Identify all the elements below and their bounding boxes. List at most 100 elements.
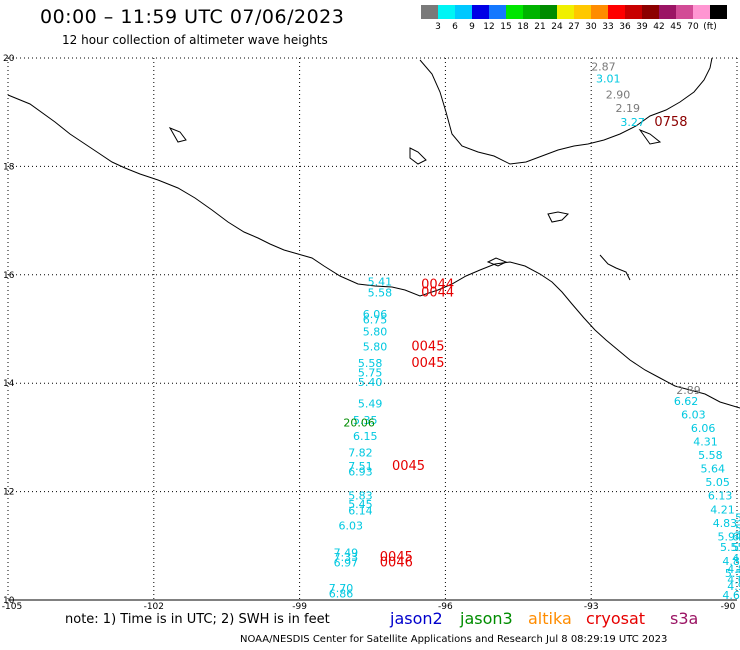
latitude-label: 16	[3, 271, 15, 281]
legend-label: 70	[687, 22, 699, 32]
legend-swatch	[710, 5, 727, 19]
wave-height-value: 6.03	[681, 408, 706, 421]
legend-label: 3	[435, 22, 441, 32]
footer-credit: NOAA/NESDIS Center for Satellite Applica…	[240, 634, 668, 645]
wave-height-value: 2.90	[606, 89, 631, 102]
wave-height-value: 4.86	[722, 555, 740, 568]
pass-time-label: 0045	[411, 356, 444, 371]
latitude-label: 12	[3, 488, 14, 498]
wave-height-value: 4.82	[727, 563, 740, 576]
legend-label: 12	[483, 22, 495, 32]
wave-height-value: 5.80	[363, 326, 388, 339]
legend-label: 30	[585, 22, 597, 32]
legend-swatch	[455, 5, 472, 19]
wave-height-value: 5.05	[705, 476, 730, 489]
wave-height-value: 7.49	[334, 547, 359, 560]
island-5	[638, 128, 662, 145]
wave-height-value: 6.0	[732, 530, 740, 543]
satellite-s3a: s3a	[670, 609, 699, 628]
pass-time-label: 0045	[392, 459, 425, 474]
wave-height-value: 5.58	[725, 567, 740, 580]
longitude-labels: -105 -102 -99 -96 -93 -90	[2, 602, 736, 610]
wave-height-value: 6.93	[348, 465, 373, 478]
wave-height-value: 5	[735, 522, 740, 535]
wave-height-value: 5.40	[358, 376, 383, 389]
map-title: 00:00 – 11:59 UTC 07/06/2023	[40, 6, 345, 28]
longitude-label: -90	[721, 602, 736, 610]
wave-height-value: 5.58	[368, 286, 393, 299]
wave-height-value: 6.13	[708, 490, 733, 503]
wave-height-observations: 2.873.012.902.193.27 07585.415.5800440044…	[329, 60, 740, 601]
legend-swatch	[625, 5, 642, 19]
wave-height-value: 4.83	[713, 517, 738, 530]
legend-swatch	[693, 5, 710, 19]
wave-height-value: 7.82	[348, 446, 373, 459]
wave-height-value: 5.58	[698, 449, 723, 462]
wave-height-value: 6.06	[363, 308, 388, 321]
wave-height-value: 6.06	[691, 422, 716, 435]
legend-label: 21	[534, 22, 546, 32]
wave-height-value: 5.80	[363, 341, 388, 354]
wave-height-value: 5.45	[348, 498, 373, 511]
yucatan-coastline	[599, 254, 631, 281]
legend-label: 15	[500, 22, 512, 32]
wave-height-value: 7.51	[348, 460, 373, 473]
wave-height-value: 20.06	[343, 417, 375, 430]
island-4	[486, 257, 508, 267]
island-2	[547, 211, 570, 223]
wave-height-value: 4.60	[727, 574, 740, 587]
wave-height-value: 3.27	[620, 116, 645, 129]
map-subtitle: 12 hour collection of altimeter wave hei…	[62, 33, 328, 47]
legend-swatch	[438, 5, 455, 19]
graticule	[7, 57, 738, 601]
wave-height-value: 5.75	[358, 367, 383, 380]
latitude-labels: 20 18 16 14 12 10	[3, 54, 15, 606]
wave-height-value: 5.1	[732, 541, 740, 554]
legend-swatch	[557, 5, 574, 19]
legend-label: 42	[653, 22, 665, 32]
wave-height-value: 7.70	[329, 582, 354, 595]
legend-swatch	[659, 5, 676, 19]
legend-label: (ft)	[703, 22, 717, 32]
legend-label: 9	[469, 22, 475, 32]
pass-time-label: 0045	[380, 550, 413, 565]
legend-swatch	[608, 5, 625, 19]
legend-swatch	[472, 5, 489, 19]
legend-label: 27	[568, 22, 580, 32]
pass-time-label: 0044	[421, 277, 454, 292]
wave-height-value: 6.14	[348, 504, 373, 517]
wave-height-value: 5.94	[718, 530, 740, 543]
longitude-label: -93	[584, 602, 599, 610]
legend-label: 36	[619, 22, 631, 32]
legend-label: 24	[551, 22, 563, 32]
latitude-label: 20	[3, 54, 15, 64]
wave-height-value: 4.60	[722, 589, 740, 602]
longitude-label: -105	[2, 602, 22, 610]
legend-swatch	[676, 5, 693, 19]
legend-swatch	[489, 5, 506, 19]
latitude-label: 14	[3, 379, 15, 389]
legend-label: 18	[517, 22, 529, 32]
longitude-label: -102	[144, 602, 164, 610]
wave-height-value: 5.55	[720, 541, 740, 554]
pass-time-label: 0046	[380, 555, 413, 570]
note-text: note: 1) Time is in UTC; 2) SWH is in fe…	[65, 612, 330, 627]
legend-swatch	[642, 5, 659, 19]
wave-height-value: 3.01	[596, 72, 621, 85]
wave-height-value: 5.83	[348, 490, 373, 503]
longitude-label: -96	[438, 602, 453, 610]
wave-height-value: 7.33	[334, 551, 359, 564]
legend-label: 39	[636, 22, 648, 32]
longitude-label: -99	[292, 602, 307, 610]
satellite-altika: altika	[528, 609, 572, 628]
wave-height-value: 2.87	[591, 60, 616, 73]
coastline	[7, 57, 740, 409]
latitude-label: 18	[3, 162, 15, 172]
wave-height-value: 6.75	[363, 314, 388, 327]
pass-time-label: 0044	[421, 285, 454, 300]
wave-height-value: 5.49	[358, 398, 383, 411]
pass-time-label: 0758	[654, 115, 687, 130]
wave-height-value: 5	[735, 511, 740, 524]
latitude-label: 10	[3, 596, 15, 606]
